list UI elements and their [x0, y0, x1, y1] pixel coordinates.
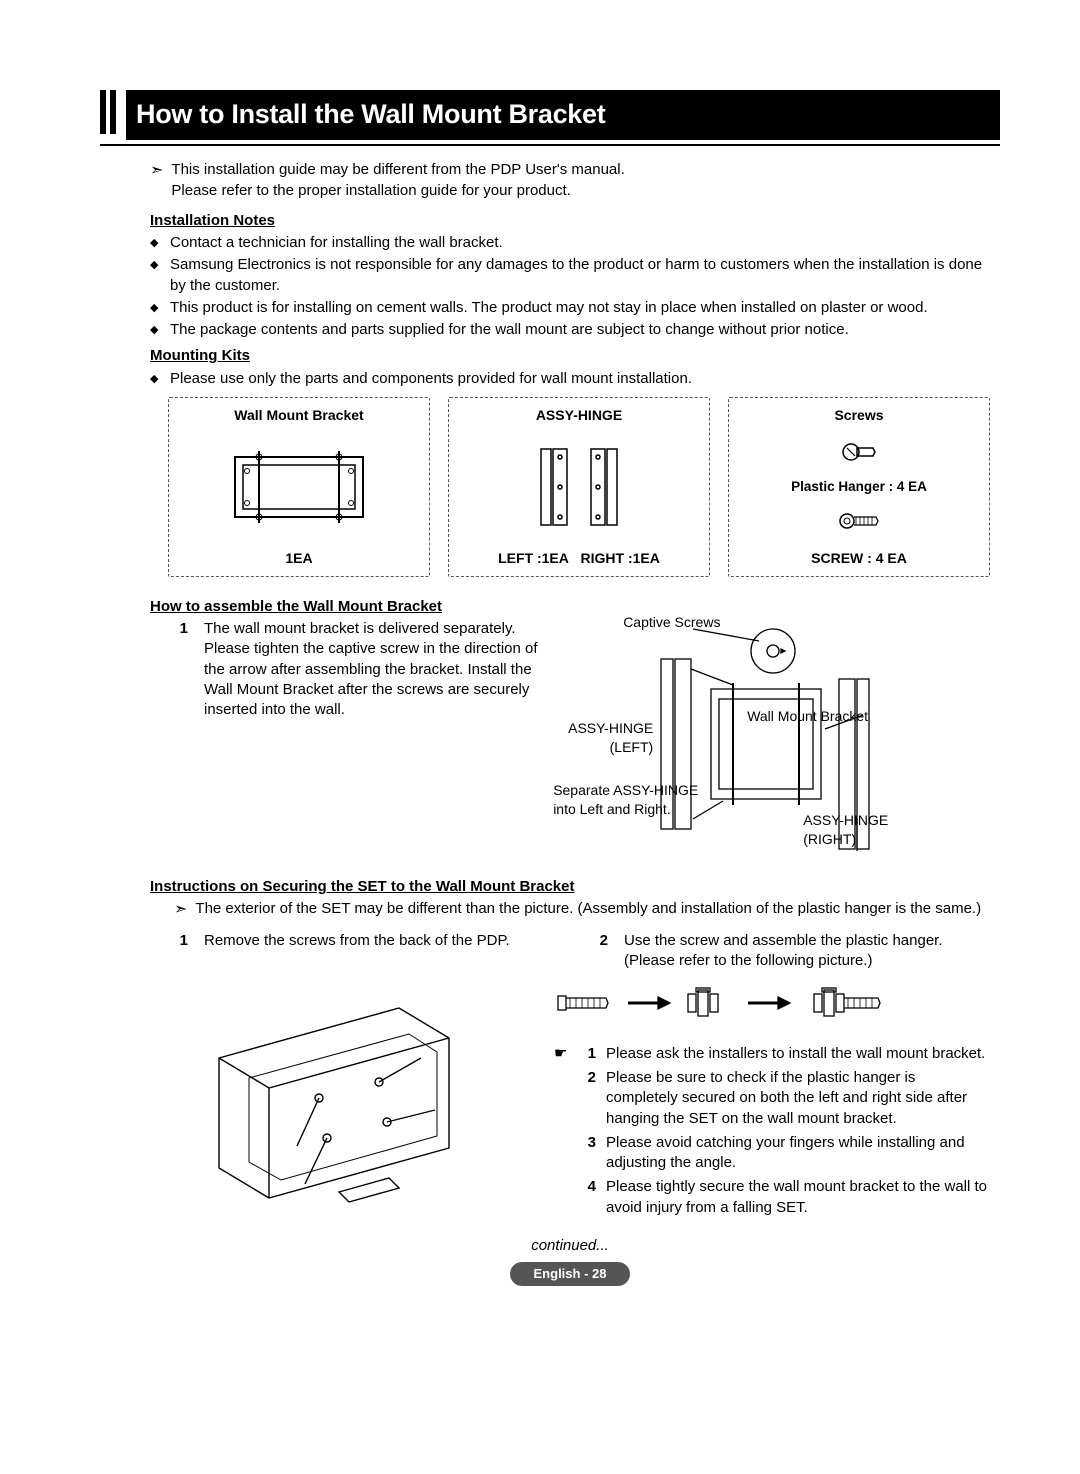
assemble-diagram: Captive Screws ASSY-HINGE(LEFT) Wall Mou… — [563, 619, 990, 859]
plastic-hanger-icon — [836, 507, 882, 535]
label-assy-hinge-right: ASSY-HINGE(RIGHT) — [803, 811, 913, 849]
mounting-kits-heading: Mounting Kits — [150, 346, 990, 366]
list-item: The package contents and parts supplied … — [168, 320, 990, 340]
step-text: The wall mount bracket is delivered sepa… — [204, 619, 553, 720]
list-item: This product is for installing on cement… — [168, 298, 990, 318]
intro-line-2: Please refer to the proper installation … — [171, 181, 624, 201]
page-title-block: How to Install the Wall Mount Bracket — [100, 90, 1000, 140]
label-wall-mount-bracket: Wall Mount Bracket — [747, 707, 897, 726]
step-text: Use the screw and assemble the plastic h… — [624, 931, 990, 972]
mounting-kits-row: Wall Mount Bracket 1EA ASSY-HINGE — [168, 397, 990, 577]
step-text: Please ask the installers to install the… — [606, 1044, 990, 1064]
label-separate-hinge: Separate ASSY-HINGEinto Left and Right. — [553, 781, 713, 819]
installation-notes-heading: Installation Notes — [150, 211, 990, 231]
step-number: 1 — [174, 931, 188, 972]
hanger-assembly-icons — [548, 978, 908, 1028]
secure-step-1: 1 Remove the screws from the back of the… — [150, 931, 570, 972]
pdp-back-diagram — [150, 978, 528, 1222]
title-rule — [100, 144, 1000, 146]
step-text: Please tightly secure the wall mount bra… — [606, 1177, 990, 1218]
kit-sub: Plastic Hanger : 4 EA — [735, 478, 983, 496]
kit-head: Wall Mount Bracket — [175, 406, 423, 425]
kit-head: ASSY-HINGE — [455, 406, 703, 425]
intro-block: ➣ This installation guide may be differe… — [150, 160, 990, 201]
kit-foot: SCREW : 4 EA — [735, 549, 983, 568]
secure-intro-text: The exterior of the SET may be different… — [195, 899, 981, 921]
step-number: 1 — [582, 1044, 596, 1064]
intro-line-1: This installation guide may be different… — [171, 160, 624, 180]
step-number: 4 — [582, 1177, 596, 1218]
secure-step-2: 2 Use the screw and assemble the plastic… — [594, 931, 990, 972]
list-item: Samsung Electronics is not responsible f… — [168, 255, 990, 296]
kit-wall-mount-bracket: Wall Mount Bracket 1EA — [168, 397, 430, 577]
step-number: 1 — [174, 619, 188, 720]
secure-intro-block: ➣ The exterior of the SET may be differe… — [150, 899, 990, 921]
kit-foot: LEFT :1EA RIGHT :1EA — [455, 549, 703, 568]
kit-foot: 1EA — [175, 549, 423, 568]
step-text: Please avoid catching your fingers while… — [606, 1133, 990, 1174]
pointing-hand-icon: ☛ — [554, 1044, 572, 1064]
hand-notes-list: ☛ 1 Please ask the installers to install… — [548, 1044, 990, 1218]
kit-screws: Screws Plastic Hanger : 4 EA SCREW : 4 E… — [728, 397, 990, 577]
step-number: 3 — [582, 1133, 596, 1174]
installation-notes-list: Contact a technician for installing the … — [150, 233, 990, 340]
page-footer: English - 28 — [150, 1262, 990, 1286]
list-item: ☛ 1 Please ask the installers to install… — [554, 1044, 990, 1064]
kit-assy-hinge: ASSY-HINGE LEFT :1EA RIGHT :1EA — [448, 397, 710, 577]
list-item: 4 Please tightly secure the wall mount b… — [554, 1177, 990, 1218]
step-number: 2 — [582, 1068, 596, 1129]
kit-head: Screws — [735, 406, 983, 425]
step-number: 2 — [594, 931, 608, 972]
intro-arrow-icon: ➣ — [150, 160, 163, 201]
assemble-step: 1 The wall mount bracket is delivered se… — [150, 619, 553, 720]
step-text: Remove the screws from the back of the P… — [204, 931, 570, 972]
assy-hinge-icon — [509, 437, 649, 537]
pdp-back-svg — [189, 988, 489, 1208]
title-accent-bars — [100, 90, 116, 140]
continued-label: continued... — [150, 1236, 990, 1256]
list-item: Please use only the parts and components… — [168, 369, 990, 389]
step-text: Please be sure to check if the plastic h… — [606, 1068, 990, 1129]
assemble-heading: How to assemble the Wall Mount Bracket — [150, 597, 990, 617]
mounting-kits-note-list: Please use only the parts and components… — [150, 369, 990, 389]
label-captive-screws: Captive Screws — [623, 613, 720, 632]
screw-icon — [839, 439, 879, 465]
intro-arrow-icon: ➣ — [174, 899, 187, 921]
list-item: Contact a technician for installing the … — [168, 233, 990, 253]
page-title: How to Install the Wall Mount Bracket — [126, 90, 1000, 140]
secure-heading: Instructions on Securing the SET to the … — [150, 877, 990, 897]
page-number-badge: English - 28 — [510, 1262, 631, 1286]
list-item: 3 Please avoid catching your fingers whi… — [554, 1133, 990, 1174]
wall-mount-bracket-icon — [219, 437, 379, 537]
label-assy-hinge-left: ASSY-HINGE(LEFT) — [543, 719, 653, 757]
list-item: 2 Please be sure to check if the plastic… — [554, 1068, 990, 1129]
